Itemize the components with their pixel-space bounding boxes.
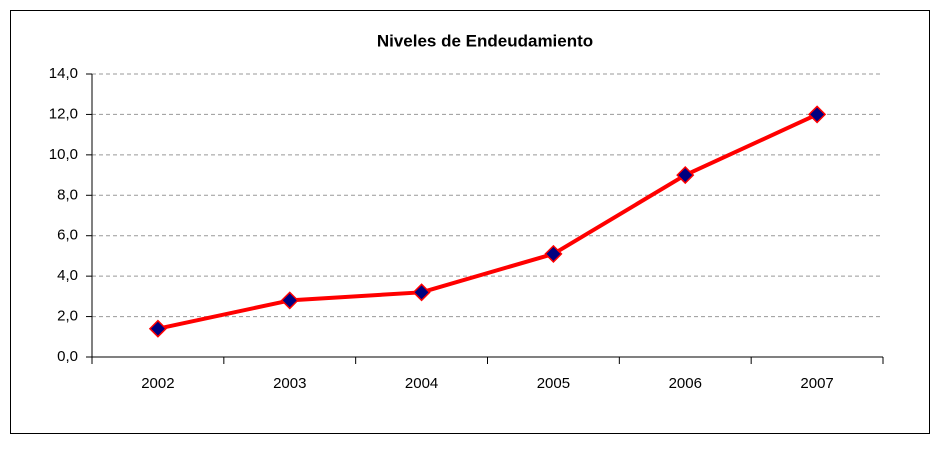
marker <box>148 319 167 338</box>
y-tick-label: 0,0 <box>57 348 78 365</box>
x-tick-label: 2002 <box>141 375 174 392</box>
y-tick-label: 10,0 <box>49 146 78 163</box>
y-tick-label: 4,0 <box>57 267 78 284</box>
y-tick-label: 6,0 <box>57 227 78 244</box>
marker <box>544 244 563 263</box>
x-tick-label: 2003 <box>273 375 306 392</box>
marker <box>412 283 431 302</box>
y-tick-label: 2,0 <box>57 308 78 325</box>
x-tick-label: 2004 <box>405 375 438 392</box>
series-line <box>157 112 818 331</box>
marker <box>676 166 695 185</box>
chart-title: Niveles de Endeudamiento <box>377 31 593 50</box>
y-tick-label: 8,0 <box>57 186 78 203</box>
y-tick-label: 12,0 <box>49 105 78 122</box>
y-tick-label: 14,0 <box>49 65 78 82</box>
chart-border <box>10 10 930 434</box>
marker <box>808 105 827 124</box>
x-tick-label: 2005 <box>537 375 570 392</box>
x-tick-label: 2006 <box>669 375 702 392</box>
marker <box>280 291 299 310</box>
x-tick-label: 2007 <box>800 375 833 392</box>
